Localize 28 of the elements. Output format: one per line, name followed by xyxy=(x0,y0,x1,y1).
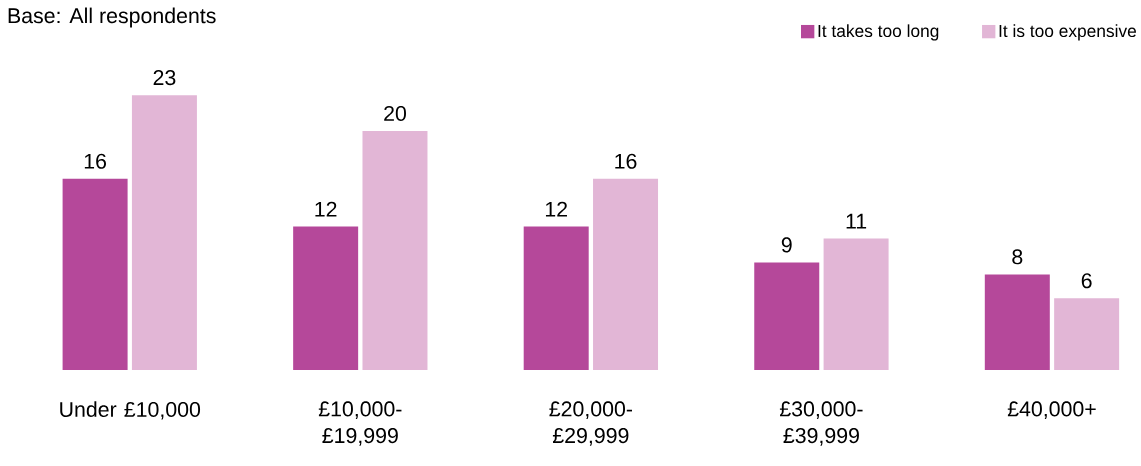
data-label: 12 xyxy=(545,201,567,217)
data-label: 6 xyxy=(1081,273,1092,289)
bar xyxy=(984,274,1050,370)
bar xyxy=(362,131,428,370)
data-label: 16 xyxy=(615,153,637,169)
legend-label: It is too expensive xyxy=(999,24,1136,41)
x-tick-label: £30,000-£39,999 xyxy=(779,401,863,446)
data-label: 9 xyxy=(781,237,792,253)
bar xyxy=(62,178,128,370)
data-label: 23 xyxy=(153,70,176,86)
x-tick-label: £20,000-£29,999 xyxy=(549,401,632,446)
bar xyxy=(593,178,659,370)
x-tick-label: £40,000+ xyxy=(1007,401,1096,419)
bar xyxy=(523,226,589,370)
data-label: 11 xyxy=(846,213,867,229)
bar xyxy=(293,226,359,370)
data-label: 20 xyxy=(384,105,406,121)
bar xyxy=(131,95,197,370)
x-tick-label: £10,000-£19,999 xyxy=(318,401,402,446)
bar xyxy=(754,262,820,370)
legend-label: It takes too long xyxy=(818,24,939,41)
x-tick-label: Under £10,000 xyxy=(60,401,201,420)
data-label: 8 xyxy=(1012,249,1023,265)
bar xyxy=(1054,298,1120,370)
data-label: 16 xyxy=(84,153,107,169)
bar xyxy=(823,238,889,370)
text: Base: All respondents xyxy=(8,7,216,28)
data-label: 12 xyxy=(315,201,337,217)
